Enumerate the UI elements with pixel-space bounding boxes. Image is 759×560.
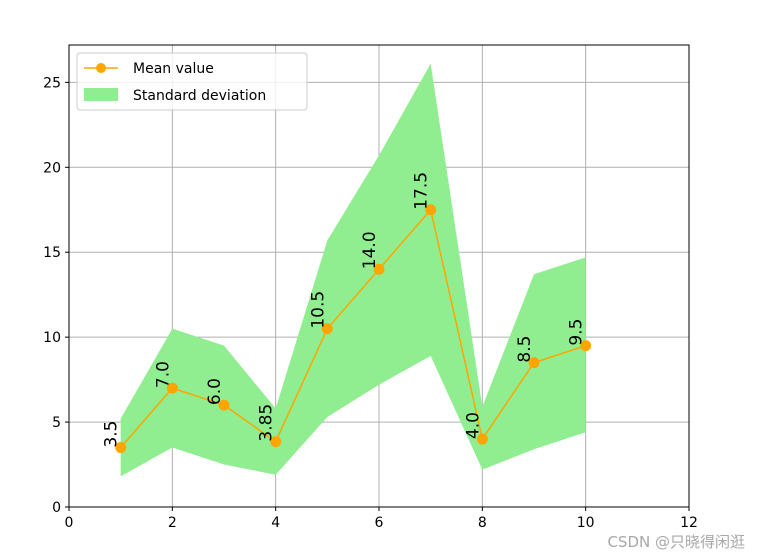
mean-marker: [373, 263, 385, 275]
data-label: 9.5: [567, 319, 587, 346]
data-labels: 3.5 7.0 6.0 3.85 10.5 14.0 17.5 4.0 8.5 9.5: [102, 172, 587, 448]
mean-marker: [270, 436, 282, 448]
legend-marker-icon: [96, 63, 106, 73]
data-label: 3.5: [102, 421, 122, 448]
mean-marker: [321, 323, 333, 335]
x-tick-label: 6: [375, 515, 384, 531]
x-tick-label: 4: [271, 515, 280, 531]
legend-label-std: Standard deviation: [133, 88, 266, 104]
data-label: 10.5: [308, 291, 328, 329]
x-tick-label: 12: [680, 515, 698, 531]
mean-marker: [528, 357, 540, 369]
y-axis-ticks: 0 5 10 15 20 25: [43, 75, 69, 516]
x-tick-label: 8: [478, 515, 487, 531]
data-label: 17.5: [412, 172, 432, 210]
legend: Mean value Standard deviation: [76, 52, 308, 111]
mean-marker: [580, 340, 592, 352]
std-deviation-band: [120, 63, 586, 477]
data-label: 6.0: [205, 378, 225, 405]
y-tick-label: 5: [52, 415, 61, 431]
mean-marker: [476, 433, 488, 445]
legend-patch-icon: [84, 88, 118, 101]
data-label: 8.5: [515, 336, 535, 363]
y-tick-label: 15: [43, 245, 61, 261]
mean-marker: [166, 382, 178, 394]
y-tick-label: 20: [43, 160, 61, 176]
x-tick-label: 0: [65, 515, 74, 531]
mean-marker: [115, 442, 127, 454]
data-label: 3.85: [257, 404, 277, 442]
data-label: 4.0: [463, 412, 483, 439]
watermark: CSDN @只晓得闲逛: [607, 533, 745, 551]
mean-marker: [425, 204, 437, 216]
std-band-polygon: [120, 63, 586, 477]
x-axis-ticks: 0 2 4 6 8 10 12: [65, 507, 698, 531]
data-label: 14.0: [360, 231, 380, 269]
x-tick-label: 2: [168, 515, 177, 531]
mean-polyline: [120, 208, 586, 449]
x-tick-label: 10: [577, 515, 595, 531]
mean-marker: [218, 399, 230, 411]
data-label: 7.0: [153, 361, 173, 388]
legend-label-mean: Mean value: [133, 61, 214, 77]
y-tick-label: 0: [52, 500, 61, 516]
y-tick-label: 25: [43, 75, 61, 91]
mean-value-line: [115, 204, 592, 454]
y-tick-label: 10: [43, 330, 61, 346]
legend-box: [76, 52, 308, 111]
